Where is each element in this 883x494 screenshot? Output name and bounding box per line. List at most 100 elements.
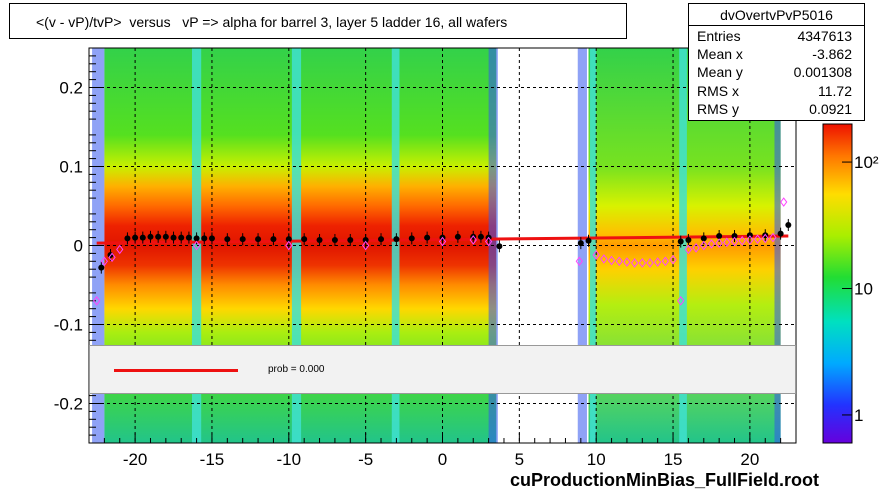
- data-point-alpha: [484, 236, 493, 247]
- x-axis-tick-label: -20: [123, 450, 148, 469]
- stats-value: 4347613: [797, 28, 852, 44]
- data-point-mean: [224, 236, 231, 243]
- x-axis-tick-label: -5: [358, 450, 373, 469]
- data-point-mean: [700, 235, 707, 242]
- data-point-mean: [393, 236, 400, 243]
- data-point-mean: [454, 233, 461, 240]
- data-point-alpha: [780, 197, 788, 207]
- data-point-mean: [301, 236, 308, 243]
- data-point-mean: [731, 233, 738, 240]
- data-point-alpha: [684, 244, 693, 255]
- fit-legend-line: [114, 369, 238, 372]
- data-point-mean: [193, 235, 200, 242]
- data-point-mean: [362, 236, 369, 243]
- data-point-alpha: [108, 252, 116, 263]
- data-point-alpha: [362, 240, 370, 251]
- data-point-mean: [347, 236, 354, 243]
- data-point-alpha: [638, 258, 646, 268]
- stats-box: dvOvertvPvP5016 Entries 4347613 Mean x -…: [688, 3, 865, 121]
- data-point-mean: [316, 236, 323, 243]
- color-scale-bar: [823, 124, 852, 443]
- data-point-mean: [178, 234, 185, 241]
- data-point-mean: [677, 238, 684, 245]
- x-axis-tick-label: 20: [740, 450, 759, 469]
- data-point-mean: [255, 236, 262, 243]
- data-point-alpha: [469, 235, 477, 245]
- heatmap-dead-strip: [291, 48, 302, 443]
- data-point-alpha: [93, 295, 101, 306]
- y-axis-tick-label: 0.2: [59, 79, 83, 98]
- data-point-alpha: [746, 235, 754, 245]
- data-point-alpha: [600, 254, 608, 264]
- data-point-alpha: [100, 256, 108, 267]
- data-point-alpha: [438, 236, 447, 247]
- data-point-mean: [185, 234, 192, 241]
- data-point-mean: [239, 236, 246, 243]
- data-point-mean: [577, 240, 584, 247]
- data-point-mean: [147, 233, 154, 240]
- data-point-alpha: [677, 295, 685, 306]
- data-point-mean: [201, 235, 208, 242]
- y-axis-tick-label: -0.2: [54, 395, 83, 414]
- data-point-mean: [585, 237, 592, 244]
- data-point-alpha: [730, 236, 739, 247]
- color-scale-frame: [822, 123, 853, 444]
- data-point-alpha: [116, 244, 124, 255]
- x-axis-tick-label: 15: [664, 450, 683, 469]
- stats-row-entries: Entries 4347613: [689, 28, 864, 46]
- data-point-alpha: [654, 257, 662, 267]
- data-point-alpha: [661, 256, 669, 267]
- data-point-alpha: [700, 240, 708, 251]
- heatmap-dead-strip: [191, 48, 202, 443]
- stats-value: -3.862: [812, 46, 852, 62]
- data-point-mean: [285, 236, 292, 243]
- x-axis-tick-label: -10: [277, 450, 302, 469]
- stats-label: Mean x: [697, 46, 743, 62]
- stats-histogram-name: dvOvertvPvP5016: [720, 7, 833, 23]
- y-axis-tick-label: 0.1: [59, 158, 83, 177]
- stats-label: RMS y: [697, 101, 739, 117]
- file-name-label: cuProductionMinBias_FullField.root: [509, 470, 819, 490]
- x-axis-tick-label: 10: [587, 450, 606, 469]
- data-point-mean: [378, 236, 385, 243]
- data-point-mean: [170, 234, 177, 241]
- stats-value: 0.0921: [809, 101, 852, 117]
- y-axis-tick-label: 0: [74, 237, 83, 256]
- fit-legend-box: prob = 0.000: [89, 345, 796, 394]
- data-point-mean: [139, 234, 146, 241]
- x-axis-tick-label: 5: [515, 450, 524, 469]
- stats-value: 11.72: [818, 83, 852, 99]
- data-point-mean: [98, 264, 105, 271]
- stats-row-rms-y: RMS y 0.0921: [689, 101, 864, 119]
- data-point-alpha: [592, 250, 600, 260]
- data-point-mean: [685, 236, 692, 243]
- data-point-alpha: [723, 237, 731, 248]
- data-point-mean: [124, 235, 131, 242]
- stats-divider: [689, 25, 864, 26]
- data-point-alpha: [707, 239, 716, 249]
- data-point-alpha: [607, 255, 616, 266]
- data-point-mean: [408, 235, 415, 242]
- color-scale-label: 10²: [854, 153, 879, 172]
- data-point-mean: [716, 233, 723, 240]
- data-point-mean: [155, 233, 162, 240]
- data-point-alpha: [738, 235, 746, 246]
- data-point-mean: [477, 233, 484, 240]
- stats-row-rms-x: RMS x 11.72: [689, 83, 864, 101]
- data-point-mean: [208, 235, 215, 242]
- data-point-mean: [496, 243, 503, 250]
- data-point-alpha: [715, 238, 723, 248]
- heatmap-edge-column: [774, 48, 781, 443]
- data-point-mean: [777, 230, 784, 237]
- color-scale-label: 1: [854, 406, 863, 425]
- stats-value: 0.001308: [793, 64, 852, 80]
- data-point-alpha: [753, 234, 762, 245]
- stats-row-mean-y: Mean y 0.001308: [689, 64, 864, 82]
- plot-title: <(v - vP)/tvP> versus vP => alpha for ba…: [36, 14, 508, 30]
- data-point-alpha: [669, 254, 677, 265]
- stats-label: Mean y: [697, 64, 743, 80]
- color-scale-label: 10: [854, 280, 873, 299]
- data-point-alpha: [575, 256, 583, 267]
- data-point-alpha: [285, 240, 293, 251]
- data-point-alpha: [646, 258, 654, 268]
